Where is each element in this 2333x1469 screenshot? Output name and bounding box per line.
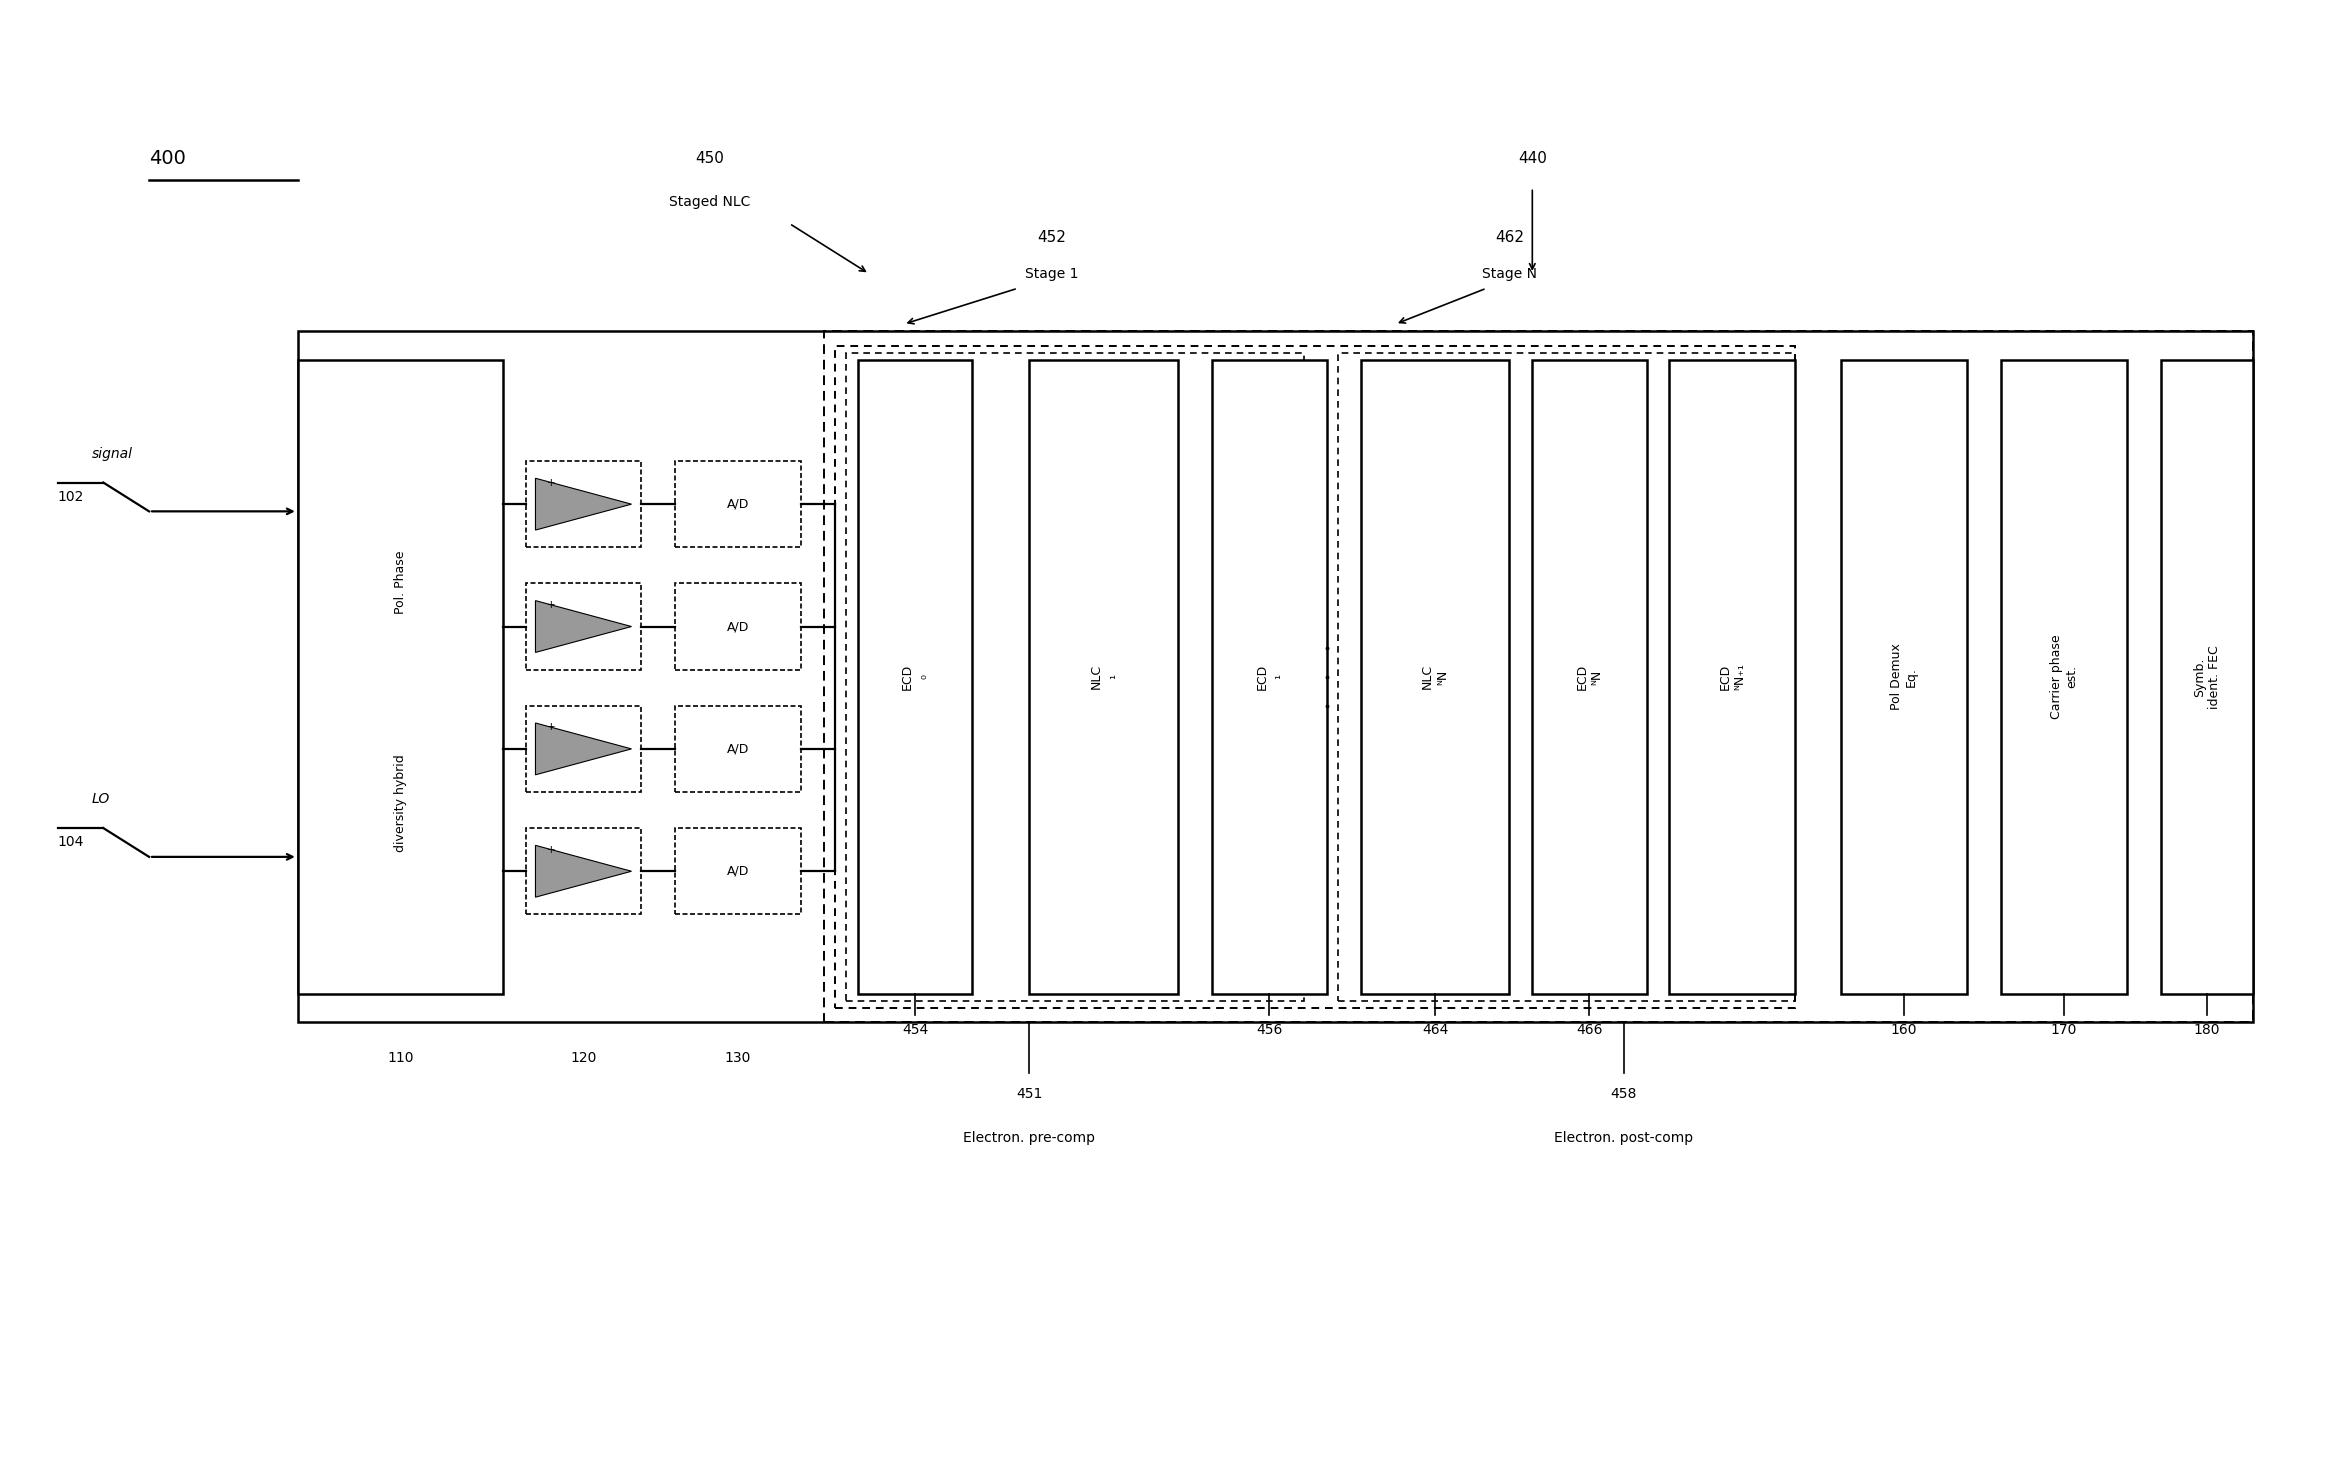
Bar bbox=[2160, 360, 2254, 993]
Bar bbox=[674, 705, 800, 792]
Polygon shape bbox=[537, 601, 632, 652]
Text: Pol Demux
Eq.: Pol Demux Eq. bbox=[1890, 643, 1918, 711]
Bar bbox=[674, 583, 800, 670]
Text: 170: 170 bbox=[2051, 1022, 2076, 1037]
Text: Staged NLC: Staged NLC bbox=[670, 195, 749, 209]
Text: Symb.
ident. FEC: Symb. ident. FEC bbox=[2193, 645, 2221, 708]
Text: +: + bbox=[548, 723, 555, 733]
Text: ECD
₁: ECD ₁ bbox=[1255, 664, 1283, 690]
Polygon shape bbox=[537, 845, 632, 898]
Text: 120: 120 bbox=[569, 1052, 597, 1065]
Text: 452: 452 bbox=[1038, 231, 1066, 245]
Text: A/D: A/D bbox=[726, 742, 749, 755]
Bar bbox=[859, 360, 973, 993]
Bar bbox=[1841, 360, 1967, 993]
Polygon shape bbox=[537, 479, 632, 530]
Bar bbox=[1360, 360, 1509, 993]
Polygon shape bbox=[537, 723, 632, 774]
Text: diversity hybrid: diversity hybrid bbox=[394, 755, 406, 852]
Bar bbox=[1339, 353, 1796, 1000]
Text: 440: 440 bbox=[1519, 151, 1547, 166]
Bar bbox=[527, 829, 642, 914]
Text: 454: 454 bbox=[903, 1022, 929, 1037]
Text: ECD
ᴺN₊₁: ECD ᴺN₊₁ bbox=[1719, 664, 1747, 690]
Text: ECD
ᴺN: ECD ᴺN bbox=[1575, 664, 1603, 690]
Text: signal: signal bbox=[91, 447, 133, 461]
Bar bbox=[1029, 360, 1178, 993]
Bar bbox=[1670, 360, 1796, 993]
Text: 464: 464 bbox=[1421, 1022, 1449, 1037]
Text: 450: 450 bbox=[695, 151, 723, 166]
Text: 466: 466 bbox=[1577, 1022, 1603, 1037]
Text: Carrier phase
est.: Carrier phase est. bbox=[2051, 635, 2079, 720]
Text: 160: 160 bbox=[1890, 1022, 1918, 1037]
Bar bbox=[527, 705, 642, 792]
Text: A/D: A/D bbox=[726, 498, 749, 511]
Text: LO: LO bbox=[91, 792, 110, 806]
Text: NLC
ᴺN: NLC ᴺN bbox=[1421, 664, 1449, 689]
Bar bbox=[2002, 360, 2128, 993]
Text: +: + bbox=[548, 477, 555, 488]
Text: 110: 110 bbox=[387, 1052, 413, 1065]
Bar bbox=[299, 360, 504, 993]
Text: 130: 130 bbox=[726, 1052, 751, 1065]
Text: 458: 458 bbox=[1610, 1087, 1638, 1102]
Text: Electron. post-comp: Electron. post-comp bbox=[1554, 1131, 1694, 1144]
Text: 451: 451 bbox=[1017, 1087, 1043, 1102]
Text: A/D: A/D bbox=[726, 865, 749, 878]
Text: 456: 456 bbox=[1255, 1022, 1283, 1037]
Bar bbox=[674, 461, 800, 548]
Text: Pol. Phase: Pol. Phase bbox=[394, 551, 406, 614]
Text: 400: 400 bbox=[149, 150, 187, 167]
Bar bbox=[824, 332, 2254, 1022]
Text: 104: 104 bbox=[58, 836, 84, 849]
Bar bbox=[527, 583, 642, 670]
Bar bbox=[847, 353, 1304, 1000]
Bar bbox=[1213, 360, 1327, 993]
Text: +: + bbox=[548, 599, 555, 610]
Text: Stage 1: Stage 1 bbox=[1027, 267, 1078, 281]
Text: 462: 462 bbox=[1495, 231, 1523, 245]
Bar bbox=[527, 461, 642, 548]
Text: Stage N: Stage N bbox=[1481, 267, 1537, 281]
Bar bbox=[299, 332, 2254, 1022]
Text: NLC
₁: NLC ₁ bbox=[1090, 664, 1118, 689]
Text: Electron. pre-comp: Electron. pre-comp bbox=[964, 1131, 1094, 1144]
Text: +: + bbox=[548, 845, 555, 855]
Text: 102: 102 bbox=[58, 491, 84, 504]
Text: ECD
₀: ECD ₀ bbox=[901, 664, 929, 690]
Text: 180: 180 bbox=[2193, 1022, 2221, 1037]
Bar bbox=[835, 345, 1796, 1008]
Bar bbox=[674, 829, 800, 914]
Text: A/D: A/D bbox=[726, 620, 749, 633]
Bar bbox=[1533, 360, 1647, 993]
